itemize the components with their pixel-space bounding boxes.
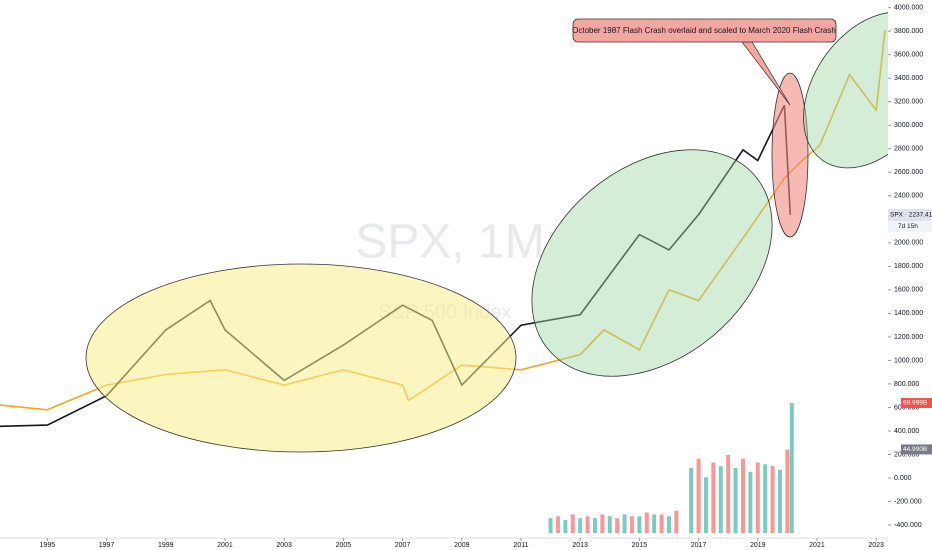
volume-bar <box>570 514 575 533</box>
volume-bar <box>703 477 708 533</box>
volume-bar <box>659 514 664 533</box>
volume-bar <box>763 464 768 533</box>
volume-bar <box>674 510 679 533</box>
volume-bar <box>622 514 627 533</box>
highlight-ellipse <box>85 263 517 453</box>
price-axis <box>888 0 932 550</box>
volume-label-box <box>901 444 932 455</box>
volume-bar <box>555 516 560 533</box>
x-tick-label: 2009 <box>454 542 470 549</box>
x-tick-label: 2011 <box>513 542 528 549</box>
y-tick-label: 3600.000 <box>894 52 923 59</box>
y-tick-label: 3000.000 <box>894 122 923 129</box>
volume-bar <box>666 516 671 533</box>
y-tick-label: 3200.000 <box>894 99 923 106</box>
volume-bar <box>777 469 782 533</box>
volume-bar <box>600 514 605 533</box>
volume-bar <box>629 516 634 533</box>
x-tick-label: 1997 <box>99 542 115 549</box>
x-tick-label: 2013 <box>572 542 588 549</box>
volume-bar <box>585 516 590 533</box>
price-label: SPX · 2237.410 <box>890 212 932 219</box>
volume-bar <box>696 458 701 533</box>
volume-bar <box>548 518 553 533</box>
watermark-title: SPX, 1M <box>355 216 544 269</box>
volume-bar <box>711 462 716 533</box>
volume-bar <box>755 462 760 533</box>
y-tick-label: 0.000 <box>894 475 912 482</box>
volume-bar <box>652 514 657 533</box>
volume-bar <box>726 455 731 533</box>
volume-bar <box>607 516 612 533</box>
x-tick-label: 2007 <box>395 542 411 549</box>
x-tick-label: 2019 <box>750 542 766 549</box>
y-tick-label: 1600.000 <box>894 287 923 294</box>
volume-bar <box>785 449 790 533</box>
y-tick-label: 2000.000 <box>894 240 923 247</box>
x-tick-label: 2015 <box>632 542 648 549</box>
y-tick-label: 1200.000 <box>894 334 923 341</box>
volume-label-box <box>901 398 932 409</box>
x-tick-label: 2003 <box>276 542 292 549</box>
volume-bar <box>689 468 694 533</box>
volume-bar <box>644 512 649 533</box>
volume-bar <box>637 516 642 533</box>
volume-label: 69.999B <box>903 400 927 407</box>
x-tick-label: 2001 <box>217 542 233 549</box>
y-tick-label: 3800.000 <box>894 28 923 35</box>
y-tick-label: 1000.000 <box>894 357 923 364</box>
volume-bar <box>563 520 568 533</box>
axes: -400.000-200.0000.000200.000400.000600.0… <box>40 4 932 549</box>
volume-bar <box>615 518 620 533</box>
y-tick-label: 2400.000 <box>894 193 923 200</box>
y-tick-label: 1400.000 <box>894 310 923 317</box>
volume-bar <box>718 466 723 533</box>
annotation: October 1987 Flash Crash overlaid and sc… <box>572 26 836 35</box>
volume-bar <box>789 403 794 533</box>
x-tick-label: 2021 <box>809 542 825 549</box>
x-tick-label: 2005 <box>336 542 352 549</box>
y-tick-label: 400.000 <box>894 428 919 435</box>
countdown: 7d 15h <box>898 223 918 230</box>
volume-bar <box>748 471 753 533</box>
x-tick-label: 1995 <box>40 542 56 549</box>
countdown-box <box>888 220 932 232</box>
volume-bar <box>733 468 738 533</box>
x-tick-label: 2017 <box>691 542 707 549</box>
volume-bar <box>740 458 745 533</box>
y-tick-label: 1800.000 <box>894 263 923 270</box>
y-tick-label: 200.000 <box>894 451 919 458</box>
y-tick-label: -200.000 <box>894 498 922 505</box>
y-tick-label: 2800.000 <box>894 146 923 153</box>
y-tick-label: 4000.000 <box>894 4 923 11</box>
y-tick-label: 800.000 <box>894 381 919 388</box>
x-tick-label: 1999 <box>158 542 174 549</box>
highlight-ellipse <box>531 149 773 377</box>
highlight-ellipse <box>771 72 809 238</box>
y-tick-label: -400.000 <box>894 522 922 529</box>
y-tick-label: 3400.000 <box>894 75 923 82</box>
y-tick-label: 2600.000 <box>894 169 923 176</box>
volume-bar <box>592 518 597 533</box>
volume-bar <box>578 518 583 533</box>
volume-label: 44.990B <box>903 446 927 453</box>
volume-bar <box>770 466 775 533</box>
x-tick-label: 2023 <box>868 542 884 549</box>
price-label-box <box>888 208 932 221</box>
callout-box <box>572 18 837 43</box>
